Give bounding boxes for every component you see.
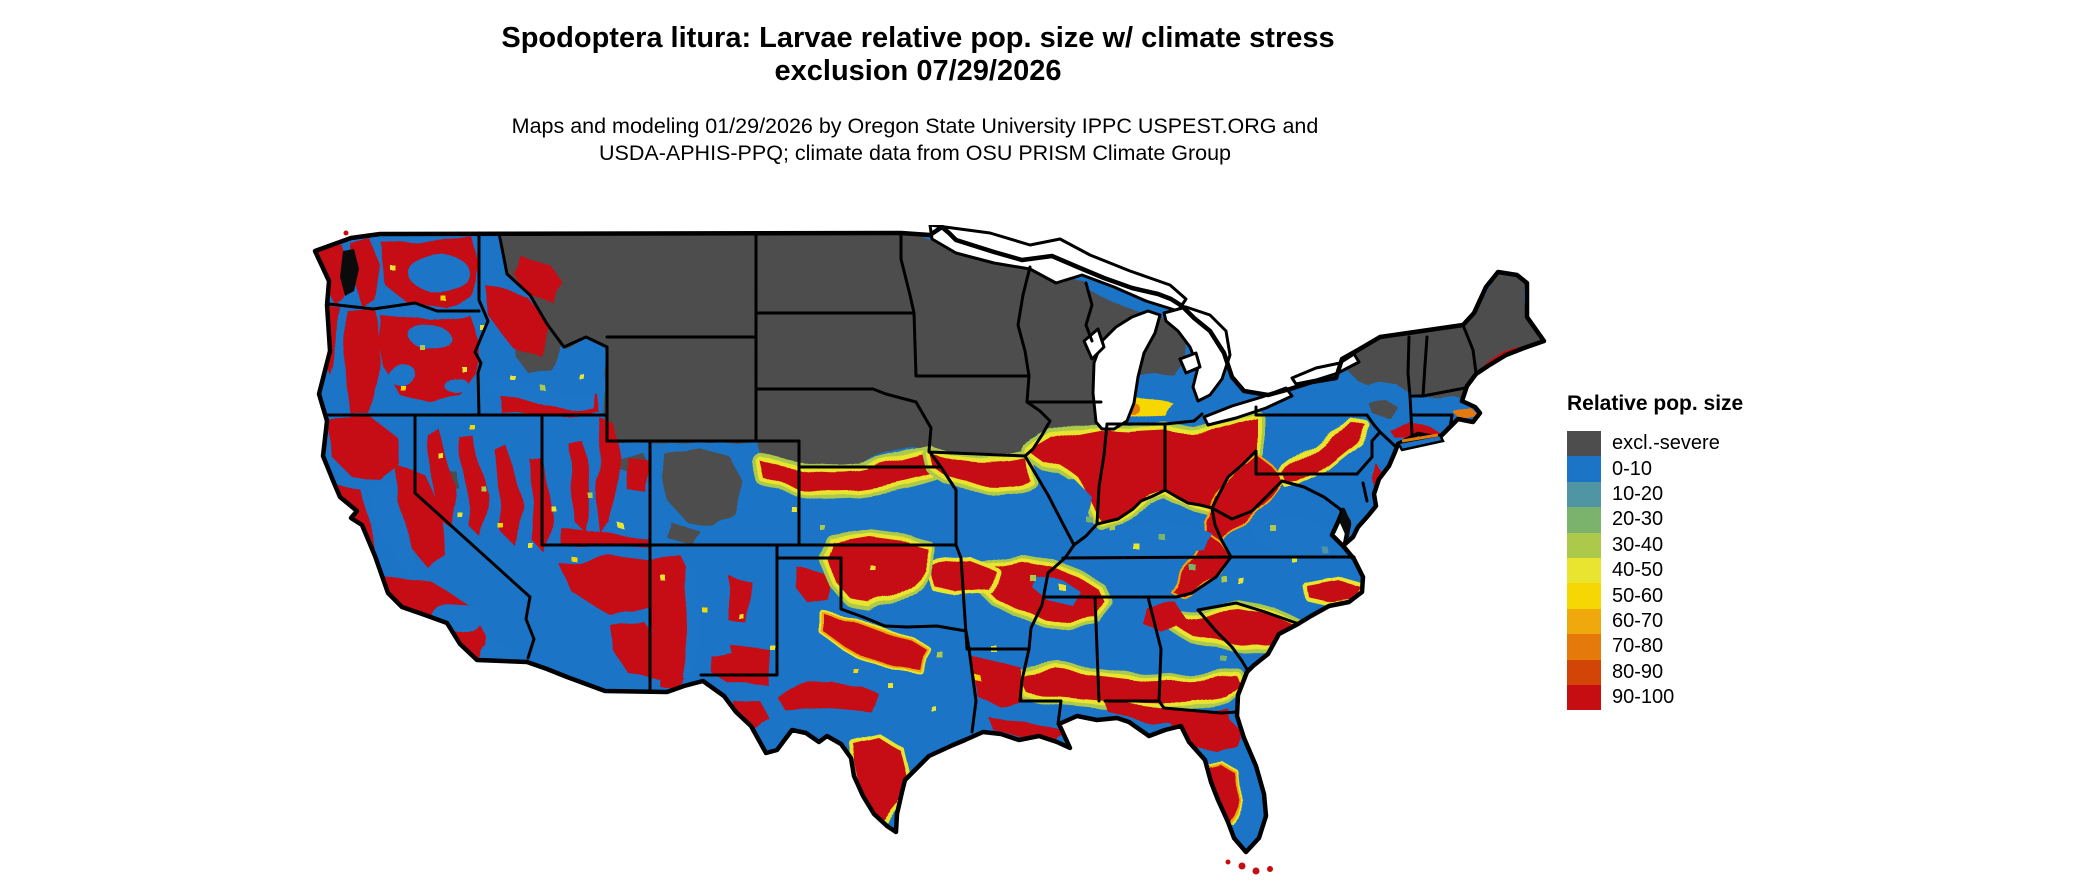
speckles [390,265,1326,710]
map-title-line1: Spodoptera litura: Larvae relative pop. … [501,22,1335,54]
excluded-mn-wi [901,235,1100,437]
blue-south-illinois [1048,480,1090,520]
legend-swatch [1567,481,1601,508]
red-tx-panhandle [798,570,830,605]
legend-item: 60-70 [1567,608,1743,635]
saginaw-bay [1178,351,1202,375]
red-nv-range2 [462,437,488,537]
map-region [230,225,1550,892]
blue-mojave [432,602,484,632]
excluded-northeast [1342,272,1544,397]
red-nv-range5 [570,443,592,533]
legend-label: 40-50 [1612,559,1664,582]
title-block: Spodoptera litura: Larvae relative pop. … [0,22,1836,88]
blue-rio-grande [684,565,698,683]
red-mogollon [560,555,660,615]
subtitle-block: Maps and modeling 01/29/2026 by Oregon S… [0,113,1830,167]
legend-label: excl.-severe [1612,432,1720,455]
wa-islet [343,230,349,236]
legend-item: 50-60 [1567,583,1743,609]
excluded-colorado-rockies [662,447,742,527]
blue-kentucky [1076,520,1214,565]
excluded-san-juan [668,523,700,545]
excluded-dakotas-neb [758,235,930,479]
red-wa-cascades [350,239,380,308]
legend-label: 30-40 [1612,533,1664,556]
legend-items: excl.-severe 0-10 10-20 20-30 30-40 40-5… [1567,431,1743,711]
legend-label: 90-100 [1612,686,1675,709]
blue-or-hole2 [387,365,417,385]
legend-swatch [1567,583,1601,609]
legend-item: 0-10 [1567,456,1743,482]
excluded-catskills [1370,399,1396,417]
red-wasatch [596,420,618,535]
legend-label: 60-70 [1612,609,1664,632]
blue-or-hole3 [444,377,468,393]
blue-or-hole1 [410,325,450,349]
blue-snake-plain [486,375,598,411]
coastline [312,225,1547,855]
red-east-nm-streak [728,575,750,625]
blue-columbia-basin [408,252,468,292]
legend-swatch [1567,659,1601,685]
legend-item: 10-20 [1567,481,1743,508]
excluded-upper-michigan [1040,287,1160,347]
blue-central-valley [368,480,420,577]
legend-swatch [1567,684,1601,711]
legend-item: 20-30 [1567,507,1743,533]
red-west-nm [650,555,695,689]
legend-label: 20-30 [1612,508,1664,531]
red-north-idaho [485,285,550,355]
chesapeake-bay [1340,508,1351,541]
map-subtitle-line2: USDA-APHIS-PPQ; climate data from OSU PR… [598,141,1232,165]
legend-item: 40-50 [1567,557,1743,584]
legend-swatch [1567,608,1601,635]
map-title-line2: exclusion 07/29/2026 [774,55,1062,87]
long-island [1396,433,1445,452]
legend-swatch [1567,532,1601,558]
lake-erie [1202,386,1294,427]
legend-title: Relative pop. size [1567,392,1744,415]
blue-imperial [479,640,509,662]
green-bay [1082,327,1106,361]
legend-item: 30-40 [1567,532,1743,558]
legend-item: 70-80 [1567,634,1743,660]
legend-label: 50-60 [1612,584,1664,607]
us-map-svg [312,225,1547,875]
legend-item: 80-90 [1567,659,1743,685]
legend-label: 80-90 [1612,660,1664,683]
red-south-utah [560,527,650,547]
legend: Relative pop. size excl.-severe 0-10 10-… [1567,392,1744,711]
state-borders [324,231,1478,734]
legend-label: 0-10 [1612,457,1653,480]
map-subtitle-line1: Maps and modeling 01/29/2026 by Oregon S… [511,114,1319,138]
legend-swatch [1567,431,1601,457]
great-lakes [928,225,1361,431]
puget-sound [340,249,359,296]
red-nv-range3 [495,447,522,547]
legend-label: 10-20 [1612,482,1664,505]
legend-swatch [1567,634,1601,660]
legend-swatch [1567,456,1601,482]
legend-label: 70-80 [1612,635,1664,658]
red-south-la [988,717,1066,741]
legend-swatch [1567,507,1601,533]
red-or-cascades [346,309,382,415]
legend-swatch [1567,557,1601,584]
red-east-utah [625,455,650,495]
legend-item: 90-100 [1567,684,1743,711]
lake-superior [928,225,1188,313]
red-norcal [326,417,400,480]
florida-keys [1225,859,1273,875]
red-west-la [972,657,1020,705]
red-sierra [395,465,445,570]
red-edwards [775,680,880,711]
legend-item: excl.-severe [1567,431,1743,457]
